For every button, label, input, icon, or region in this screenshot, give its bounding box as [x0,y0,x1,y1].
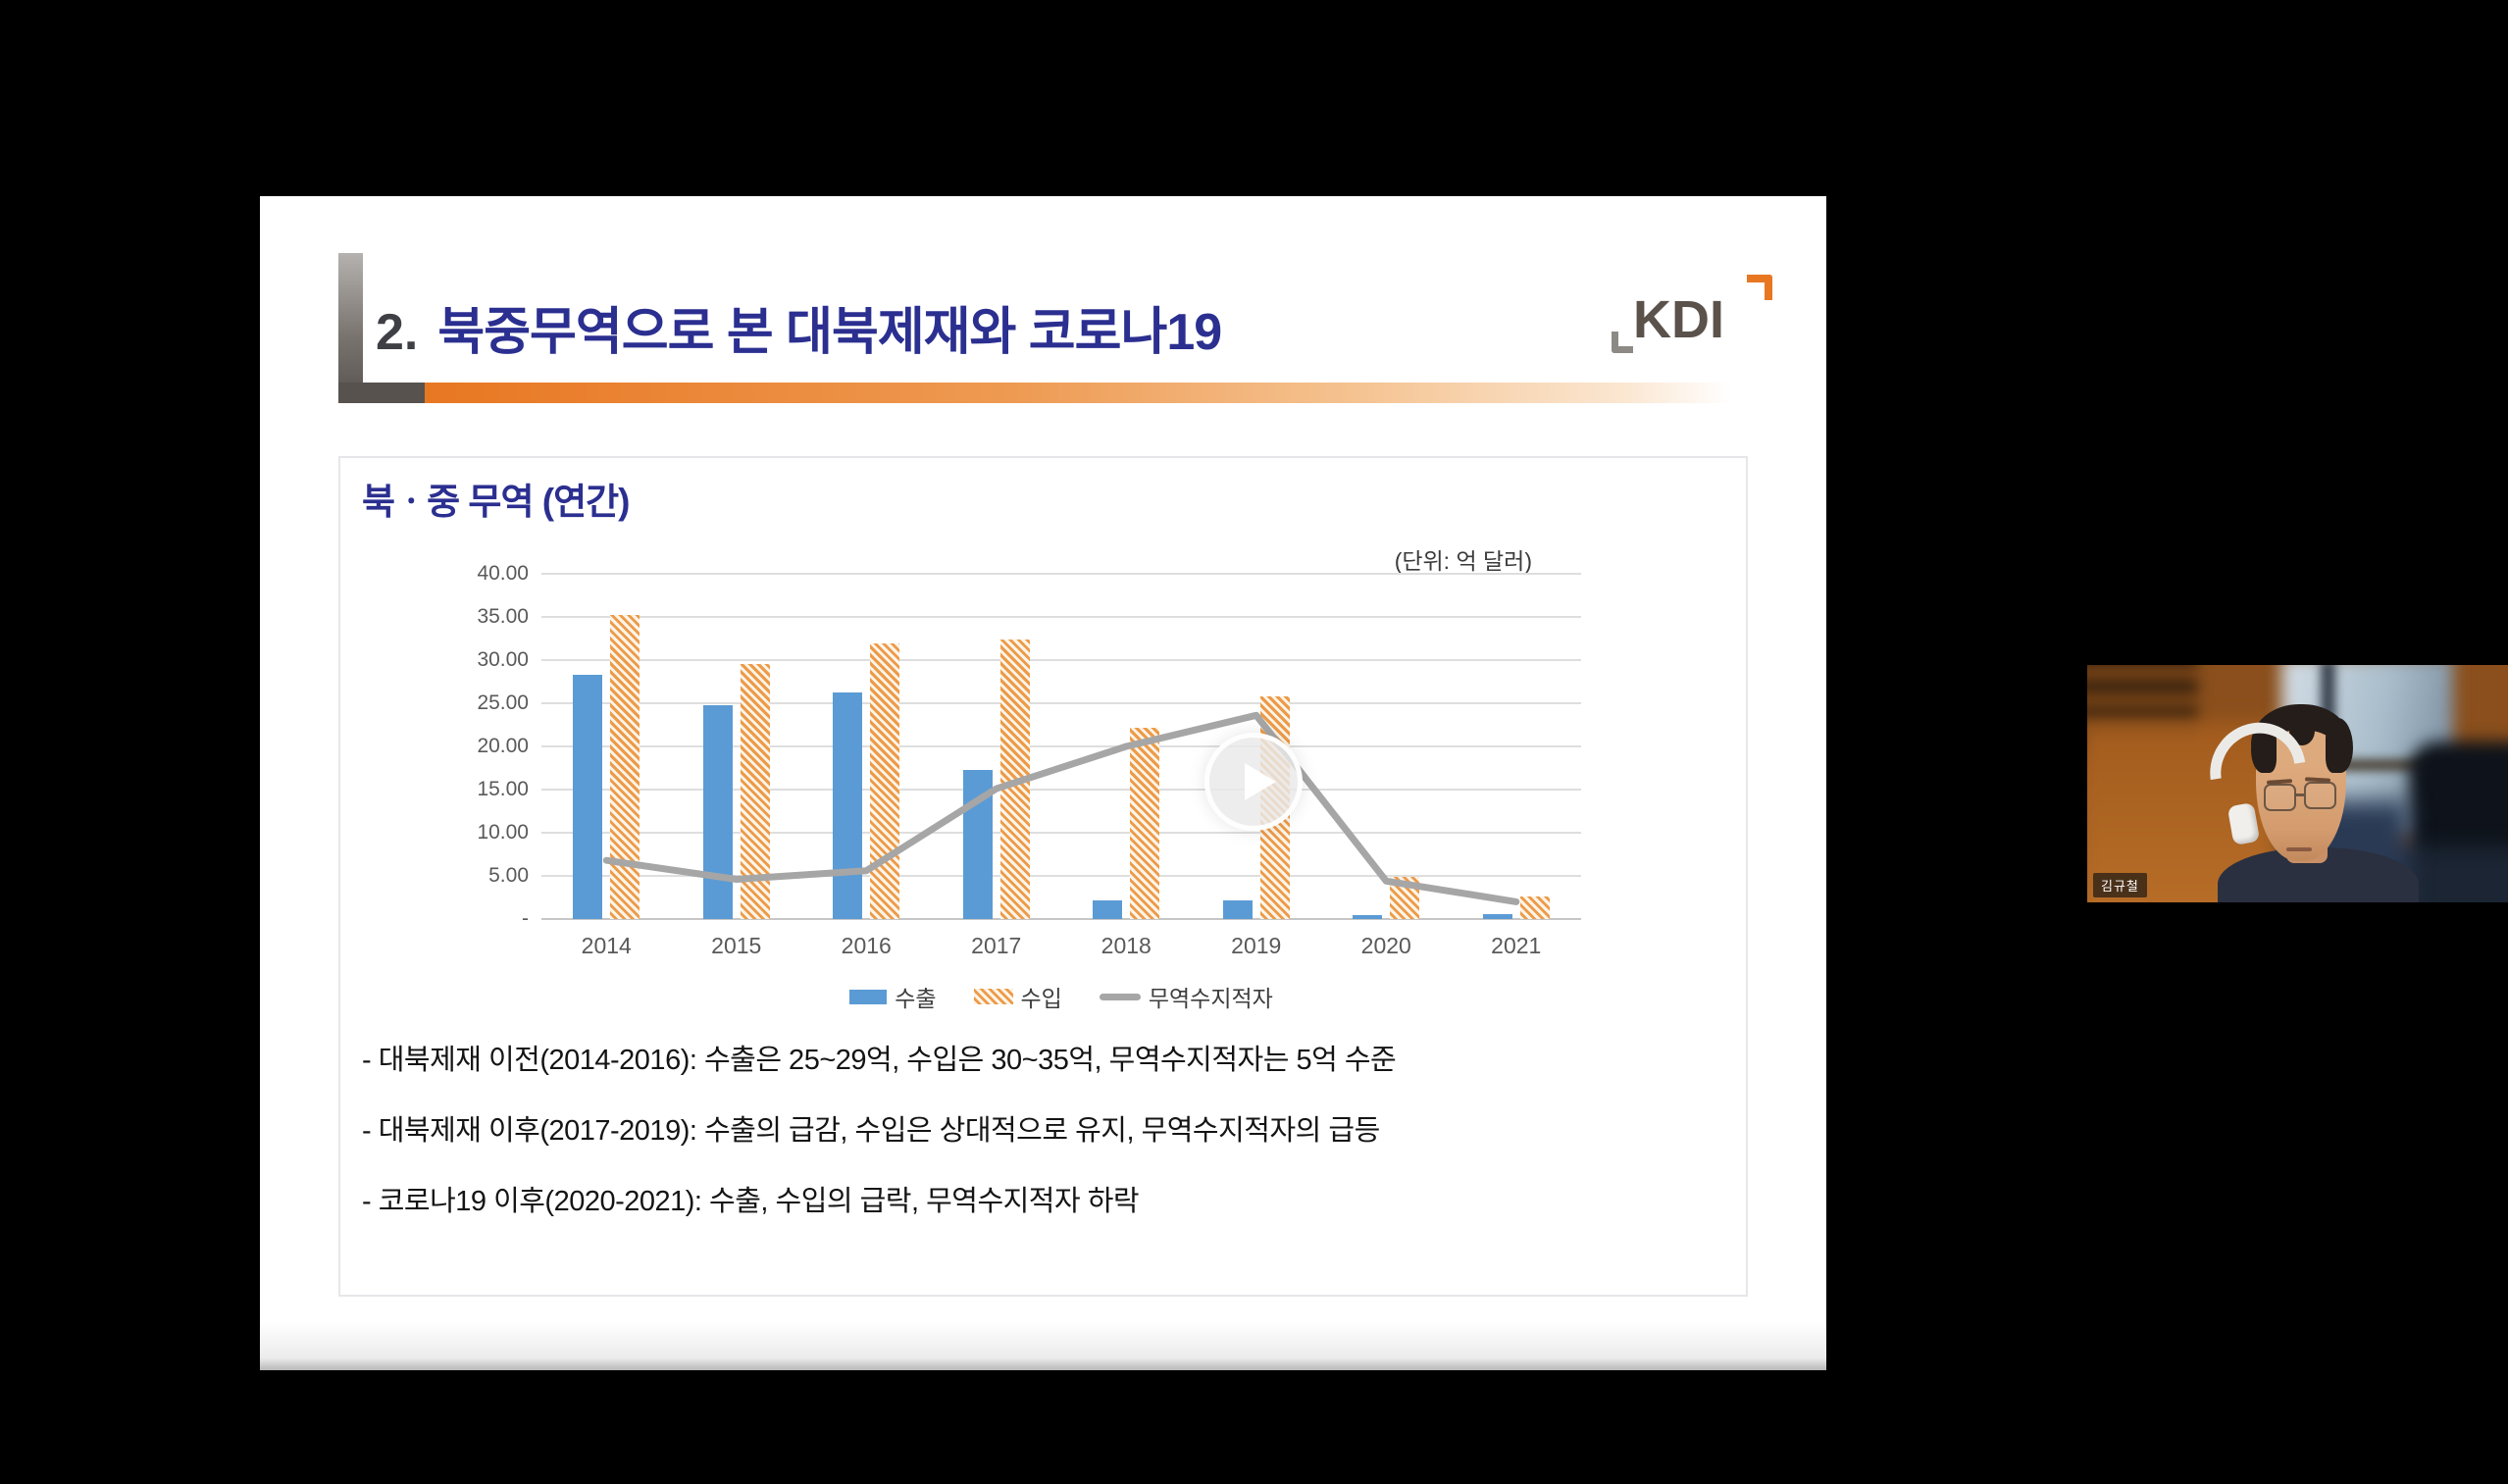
chart-bar-수입-2018 [1130,727,1160,919]
y-tick-label: 5.00 [488,864,529,887]
title-bracket-horizontal [338,383,427,403]
y-gridline [541,789,1581,791]
glasses-left-lens [2264,784,2296,811]
chart-bar-수입-2016 [870,643,900,919]
bullet-item: - 대북제재 이전(2014-2016): 수출은 25~29억, 수입은 30… [362,1045,1397,1076]
participant-hair-left [2251,722,2277,773]
chart-bar-수입-2021 [1519,896,1550,919]
y-tick-label: 30.00 [477,648,529,671]
legend-swatch [849,989,888,1004]
slide-title-text: 북중무역으로 본 대북제재와 코로나19 [437,304,1222,361]
chart-bar-수출-2019 [1222,899,1253,919]
chart-plot: 40.00 35.00 30.00 25.00 20.00 15.00 10.00 5.00 -… [477,562,1581,1011]
legend-label: 수출 [895,986,937,1011]
x-tick-label: 2018 [1100,933,1152,958]
y-tick-label: 15.00 [477,778,529,800]
legend-swatch [973,989,1013,1004]
y-tick-label: 10.00 [477,821,529,844]
y-tick-label: 20.00 [477,735,529,757]
legend-label: 무역수지적자 [1148,986,1273,1011]
title-accent-bar [425,383,1731,403]
legend-label: 수입 [1020,986,1062,1011]
chart-bar-수출-2020 [1353,914,1383,919]
y-gridline [541,616,1581,618]
y-tick-label: 35.00 [477,605,529,628]
x-tick-label: 2015 [711,933,762,958]
bullet-item: - 대북제재 이후(2017-2019): 수출의 급감, 수입은 상대적으로 … [362,1115,1380,1147]
x-tick-label: 2014 [581,933,632,958]
bullet-list: - 대북제재 이전(2014-2016): 수출은 25~29억, 수입은 30… [362,1037,1397,1219]
slide-content-box: 북ㆍ중 무역 (연간) (단위: 억 달러) 40.00 35.00 30.00 25… [338,456,1748,1297]
y-gridline [541,745,1581,747]
slide-title: 2. 북중무역으로 본 대북제재와 코로나19 [376,290,1222,364]
x-tick-label: 2020 [1360,933,1411,958]
chart-section-heading: 북ㆍ중 무역 (연간) [362,482,630,522]
y-gridline [541,875,1581,877]
kdi-logo-orange-corner-icon [1747,275,1772,300]
video-play-button[interactable] [1204,733,1303,831]
chart-bar-수출-2016 [833,691,863,919]
y-gridline [541,918,1581,920]
slide-title-number: 2. [376,304,419,361]
play-icon [1245,763,1276,800]
x-tick-label: 2019 [1231,933,1282,958]
title-bracket-vertical [338,253,363,403]
bullet-item: - 코로나19 이후(2020-2021): 수출, 수입의 급락, 무역수지적… [362,1186,1140,1217]
y-gridline [541,659,1581,661]
legend-item-무역수지적자: 무역수지적자 [1099,980,1273,1013]
participant-video-tile[interactable]: 김규철 [2087,657,2508,910]
participant-hair-tuft [2289,716,2315,745]
y-tick-label: 25.00 [477,691,529,714]
kdi-logo-gray-corner-icon [1612,332,1633,353]
glasses-bridge [2295,793,2304,796]
participant-mouth [2286,847,2312,851]
kdi-logo-text: KDI [1633,290,1724,349]
chart-bar-수출-2018 [1093,899,1123,919]
participant-name-tag: 김규철 [2093,873,2147,897]
kdi-logo: KDI [1612,275,1772,357]
participant-hair-right [2326,718,2353,773]
x-tick-label: 2017 [971,933,1022,958]
deficit-line [602,711,1520,905]
shared-slide: 2. 북중무역으로 본 대북제재와 코로나19 KDI 북ㆍ중 무역 (연간) … [260,196,1826,1370]
chart-bar-수출-2015 [702,704,733,919]
chart-bar-수출-2021 [1482,913,1512,919]
legend-item-수출: 수출 [849,980,937,1013]
y-gridline [541,702,1581,704]
legend-item-수입: 수입 [973,980,1062,1013]
chart-bar-수출-2014 [573,674,603,919]
y-gridline [541,832,1581,834]
chart-legend: 수출 수입 무역수지적자 [541,980,1581,1013]
legend-swatch [1099,993,1141,1000]
y-tick-label: - [522,907,529,930]
y-tick-label: 40.00 [477,562,529,585]
chart-unit-label: (단위: 억 달러) [1394,548,1532,574]
glasses-right-lens [2304,782,2336,809]
x-tick-label: 2021 [1491,933,1542,958]
participant-video: 김규철 [2087,665,2508,902]
chart-bar-수입-2014 [610,615,640,919]
x-tick-label: 2016 [841,933,892,958]
y-gridline [541,573,1581,575]
